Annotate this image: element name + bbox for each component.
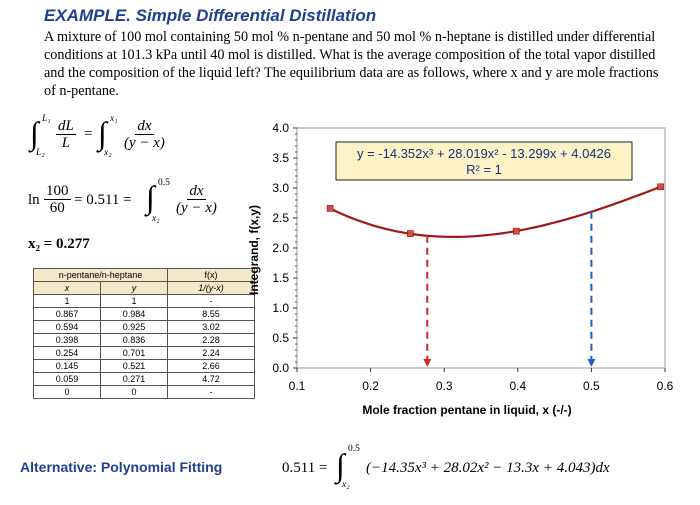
table-cell: 1 bbox=[100, 294, 168, 308]
table-cell: 0.925 bbox=[100, 320, 168, 334]
y-axis-label: Integrand, f(x,y) bbox=[247, 205, 261, 295]
table-row: 0.254 0.701 2.24 bbox=[33, 346, 255, 360]
fraction-denominator: L bbox=[61, 135, 71, 151]
table-cell: 0 bbox=[100, 385, 168, 399]
upper-limit: x₁ bbox=[110, 114, 118, 124]
table-cell: 0.271 bbox=[100, 372, 168, 386]
lower-limit: x₂ bbox=[104, 148, 112, 158]
x-tick-label: 0.1 bbox=[289, 379, 306, 393]
poly-integrand: (−14.35x³ + 28.02x² − 13.3x + 4.043)dx bbox=[366, 460, 610, 476]
table-cell: - bbox=[167, 385, 255, 399]
result-x2: x₂ = 0.277 bbox=[28, 236, 90, 252]
x-tick-label: 0.6 bbox=[657, 379, 674, 393]
table-cell: 0 bbox=[33, 385, 101, 399]
table-header-composition: n-pentane/n-heptane bbox=[33, 268, 168, 282]
x-axis-label: Mole fraction pentane in liquid, x (-/-) bbox=[362, 403, 571, 417]
table-cell: 1 bbox=[33, 294, 101, 308]
fraction-denominator: (y − x) bbox=[176, 200, 217, 216]
fit-curve bbox=[329, 185, 662, 238]
table-header-fx: f(x) bbox=[167, 268, 255, 282]
log-equation: ln 100 60 = 0.511 = ∫ 0.5 x₂ dx (y − x) bbox=[28, 178, 217, 224]
fraction-denominator: (y − x) bbox=[124, 135, 165, 151]
table-cell: 0.701 bbox=[100, 346, 168, 360]
table-subheader: 1/(y-x) bbox=[167, 281, 255, 295]
y-tick-label: 4.0 bbox=[272, 121, 289, 135]
page-title: EXAMPLE. Simple Differential Distillatio… bbox=[44, 6, 377, 25]
trendline-r2: R² = 1 bbox=[466, 162, 502, 177]
integral-sign: ∫ bbox=[30, 115, 39, 151]
table-subheader: x bbox=[33, 281, 101, 295]
y-tick-label: 2.0 bbox=[272, 241, 289, 255]
lower-limit: L₂ bbox=[36, 148, 45, 158]
fraction-numerator: dL bbox=[56, 118, 76, 135]
fraction-numerator: dx bbox=[187, 183, 206, 200]
fraction-denominator: 60 bbox=[49, 200, 65, 216]
table-subheader: y bbox=[100, 281, 168, 295]
polynomial-equation: 0.511 = ∫ 0.5 x₂ (−14.35x³ + 28.02x² − 1… bbox=[282, 444, 610, 490]
table-row: 0.594 0.925 3.02 bbox=[33, 320, 255, 334]
x-tick-label: 0.4 bbox=[509, 379, 526, 393]
poly-lhs: 0.511 = bbox=[282, 460, 328, 476]
y-tick-label: 0.5 bbox=[272, 331, 289, 345]
table-cell: 0.254 bbox=[33, 346, 101, 360]
data-point bbox=[407, 230, 414, 237]
table-cell: 0.059 bbox=[33, 372, 101, 386]
table-cell: 0.521 bbox=[100, 359, 168, 373]
y-tick-label: 3.0 bbox=[272, 181, 289, 195]
y-tick-label: 1.5 bbox=[272, 271, 289, 285]
equilibrium-table: n-pentane/n-heptane f(x) x y 1/(y-x) 1 1-0.867… bbox=[33, 268, 255, 399]
arrow-icon bbox=[423, 359, 432, 367]
upper-limit: 0.5 bbox=[158, 178, 170, 188]
data-point bbox=[326, 205, 334, 212]
problem-statement: A mixture of 100 mol containing 50 mol %… bbox=[44, 29, 659, 99]
table-cell: 0.398 bbox=[33, 333, 101, 347]
table-cell: 0.867 bbox=[33, 307, 101, 321]
table-row: 0.145 0.521 2.66 bbox=[33, 359, 255, 373]
alternative-label: Alternative: Polynomial Fitting bbox=[20, 459, 223, 475]
fraction-numerator: 100 bbox=[44, 183, 71, 200]
table-cell: 0.984 bbox=[100, 307, 168, 321]
integrand-chart: 0.0 0.5 1.0 1.5 2.0 2.5 3.0 3.5 4.0 0.1 0.2 0.3 0.4 0… bbox=[247, 121, 674, 417]
y-tick-label: 1.0 bbox=[272, 301, 289, 315]
table-row: 0.398 0.836 2.28 bbox=[33, 333, 255, 347]
upper-limit: L₁ bbox=[42, 114, 51, 124]
data-point bbox=[657, 183, 664, 191]
table-row: 0.867 0.984 8.55 bbox=[33, 307, 255, 321]
y-tick-label: 0.0 bbox=[272, 361, 289, 375]
table-cell: 0.145 bbox=[33, 359, 101, 373]
x-tick-label: 0.5 bbox=[583, 379, 600, 393]
fraction-numerator: dx bbox=[135, 118, 154, 135]
x-tick-label: 0.2 bbox=[362, 379, 379, 393]
trendline-box bbox=[335, 141, 633, 181]
ln-label: ln bbox=[28, 192, 40, 208]
data-point bbox=[513, 227, 520, 235]
table-row: 0.059 0.271 4.72 bbox=[33, 372, 255, 386]
lower-limit: x₂ bbox=[342, 480, 350, 490]
log-value: = 0.511 = bbox=[74, 192, 132, 208]
lower-limit: x₂ bbox=[152, 214, 160, 224]
table-cell: 0.594 bbox=[33, 320, 101, 334]
table-cell: 0.836 bbox=[100, 333, 168, 347]
arrow-icon bbox=[587, 359, 596, 367]
y-tick-label: 3.5 bbox=[272, 151, 289, 165]
trendline-equation: y = -14.352x³ + 28.019x² - 13.299x + 4.0… bbox=[357, 146, 611, 161]
upper-limit: 0.5 bbox=[348, 444, 360, 454]
rayleigh-equation: ∫ L₁ L₂ dL L = ∫ x₁ x₂ dx (y − x) bbox=[30, 114, 165, 158]
y-tick-label: 2.5 bbox=[272, 211, 289, 225]
x-tick-label: 0.3 bbox=[436, 379, 453, 393]
